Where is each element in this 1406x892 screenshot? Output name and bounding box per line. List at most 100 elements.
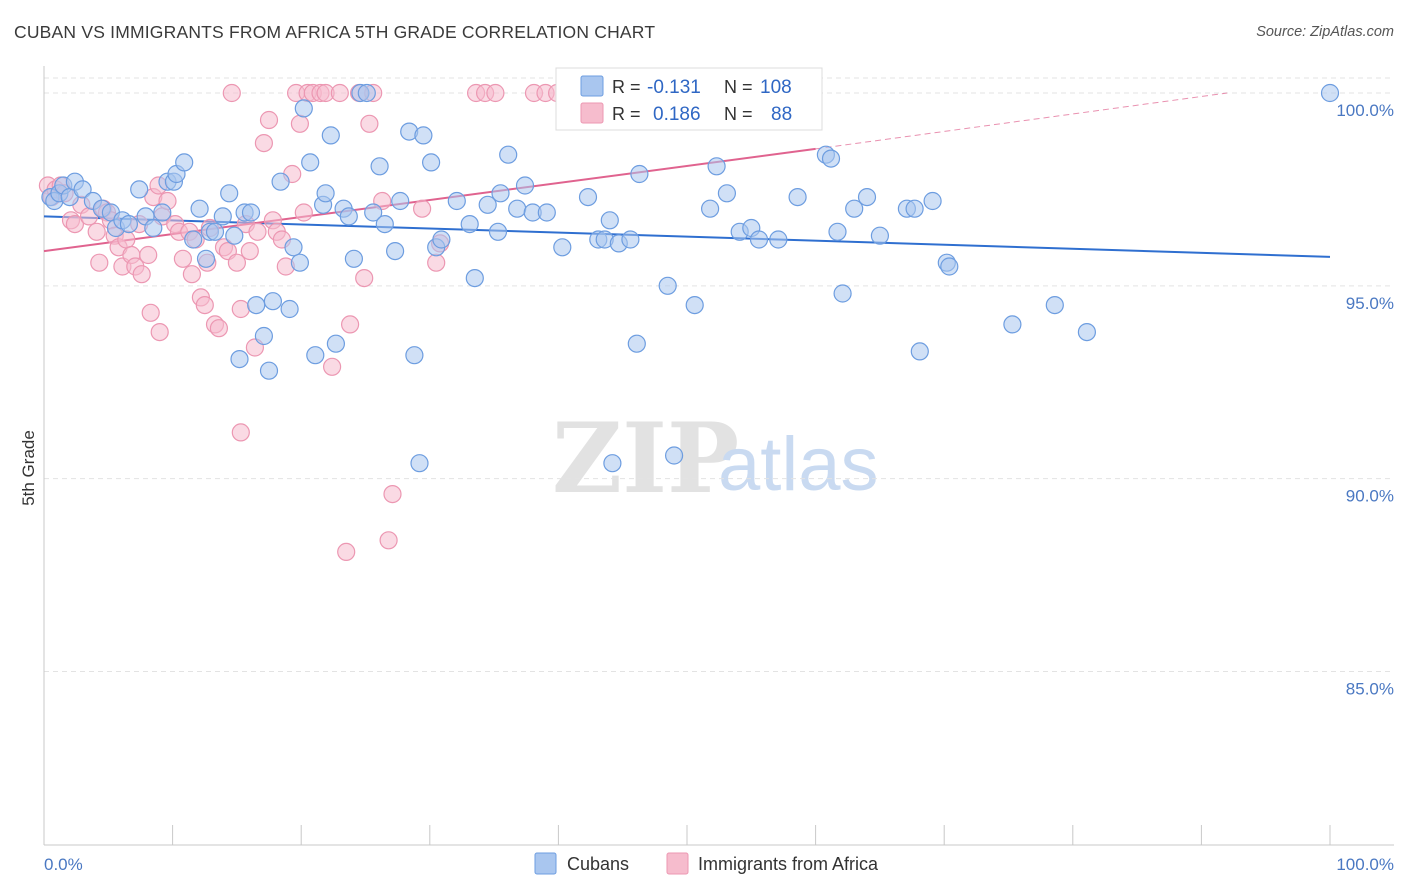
africa-point (486, 83, 505, 103)
africa-point (90, 253, 109, 272)
stats-n-value-africa: 88 (771, 104, 792, 125)
series-legend: Cubans Immigrants from Africa (534, 852, 879, 875)
cubans-point (627, 334, 646, 353)
x-tick-label-min: 0.0% (44, 855, 83, 874)
cubans-point (175, 153, 194, 172)
legend-swatch-africa[interactable] (666, 852, 689, 875)
watermark-atlas: atlas (718, 422, 879, 507)
stats-r-value-africa: 0.186 (653, 104, 701, 125)
africa-point (341, 315, 360, 334)
cubans-point (1003, 315, 1022, 334)
data-points (38, 83, 1340, 562)
cubans-point (515, 176, 535, 195)
cubans-point (788, 188, 807, 207)
cubans-point (205, 222, 225, 241)
cubans-point (290, 253, 309, 272)
cubans-point (405, 346, 424, 365)
stats-legend-blue-swatch (580, 75, 604, 97)
cubans-point (940, 257, 959, 276)
africa-point (65, 215, 85, 234)
legend-label-cubans[interactable]: Cubans (567, 854, 629, 874)
africa-point (355, 269, 374, 288)
cubans-point (603, 454, 622, 473)
cubans-point (1077, 323, 1097, 342)
watermark: ZIP atlas (552, 402, 879, 515)
africa-point (248, 222, 267, 241)
cubans-point (301, 153, 320, 172)
y-tick-label: 85.0% (1346, 679, 1394, 698)
africa-point (259, 110, 279, 130)
cubans-point (144, 218, 163, 238)
stats-r-label-africa: R = (612, 104, 641, 124)
watermark-zip: ZIP (552, 402, 739, 515)
cubans-point (621, 230, 640, 249)
cubans-point (833, 284, 852, 303)
africa-point (337, 542, 356, 562)
cubans-point (410, 454, 429, 473)
africa-point (383, 485, 402, 504)
cubans-point (370, 157, 389, 176)
cubans-point (845, 199, 864, 218)
stats-n-label-cubans: N = (724, 77, 753, 97)
cubans-point (386, 242, 405, 261)
cubans-point (357, 83, 376, 103)
cubans-point (600, 211, 619, 230)
cubans-point (658, 276, 677, 295)
y-tick-labels: 85.0% 90.0% 95.0% 100.0% (1336, 101, 1394, 698)
cubans-point (491, 184, 510, 203)
africa-point (227, 253, 246, 272)
africa-point (150, 323, 169, 342)
cubans-point (499, 145, 518, 164)
cubans-point (213, 207, 232, 226)
cubans-point (271, 172, 290, 191)
stats-legend: R = -0.131 N = 108 R = 0.186 N = 88 (555, 67, 823, 131)
cubans-point (465, 269, 484, 288)
africa-point (141, 303, 160, 322)
cubans-point (630, 164, 649, 184)
cubans-point (857, 188, 877, 207)
cubans-point (254, 326, 273, 346)
legend-swatch-cubans[interactable] (534, 852, 557, 875)
africa-point (240, 242, 259, 261)
africa-point (323, 357, 342, 376)
cubans-point (923, 191, 942, 211)
africa-point (209, 319, 228, 338)
cubans-point (263, 292, 282, 311)
cubans-point (306, 346, 325, 365)
stats-legend-pink-swatch (580, 102, 604, 124)
cubans-point (391, 191, 410, 211)
cubans-point (130, 180, 149, 199)
cubans-point (73, 180, 92, 199)
cubans-point (184, 230, 203, 249)
y-tick-label: 95.0% (1346, 294, 1394, 313)
cubans-point (153, 203, 172, 222)
cubans-point (905, 199, 924, 218)
legend-label-africa[interactable]: Immigrants from Africa (698, 854, 879, 874)
cubans-point (828, 222, 847, 241)
africa-point (379, 531, 398, 550)
cubans-point (280, 299, 299, 319)
cubans-point (1320, 83, 1340, 103)
cubans-point (717, 184, 737, 203)
africa-point (132, 265, 151, 284)
africa-trend-extension (815, 92, 1228, 150)
cubans-point (196, 249, 216, 268)
cubans-point (326, 334, 345, 353)
cubans-point (478, 195, 497, 214)
cubans-point (870, 226, 890, 245)
stats-r-label-cubans: R = (612, 77, 641, 97)
cubans-point (447, 191, 466, 211)
cubans-point (241, 203, 261, 222)
cubans-point (488, 222, 508, 241)
cubans-point (685, 296, 704, 315)
cubans-point (414, 126, 433, 145)
cubans-point (190, 199, 209, 218)
africa-point (254, 134, 273, 153)
cubans-point (537, 203, 556, 222)
africa-point (222, 83, 241, 103)
cubans-point (707, 157, 726, 176)
cubans-point (375, 215, 394, 234)
cubans-point (294, 99, 313, 118)
cubans-point (422, 153, 441, 172)
